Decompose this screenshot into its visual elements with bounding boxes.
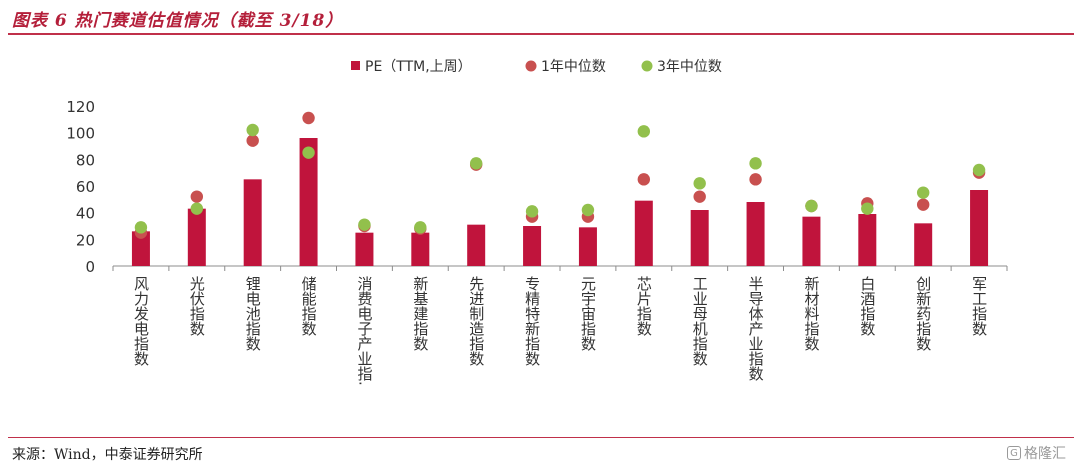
legend: PE（TTM,上周） 1年中位数 3年中位数 <box>351 59 722 75</box>
pe-bar <box>746 202 765 266</box>
median-3y-dot <box>861 202 874 215</box>
category-label: 白酒指数 <box>858 276 876 336</box>
category-label: 新材料指数 <box>802 276 820 351</box>
median-3y-dot <box>693 177 706 190</box>
y-tick-label: 60 <box>76 178 95 196</box>
y-tick-label: 0 <box>85 258 95 276</box>
median-dots <box>134 111 986 239</box>
median-3y-dot <box>525 205 539 218</box>
pe-bar <box>355 232 374 266</box>
pe-bar <box>131 231 150 266</box>
category-label: 军工指数 <box>970 276 988 336</box>
watermark: G 格隆汇 <box>1007 443 1066 463</box>
pe-bar <box>299 138 318 266</box>
median-3y-dot <box>302 146 315 159</box>
category-label: 储能指数 <box>300 276 318 336</box>
pe-bar <box>523 226 542 266</box>
median-3y-dot <box>805 199 818 213</box>
header-rule <box>8 33 1074 35</box>
median-3y-dot <box>190 202 204 215</box>
pe-bar <box>914 223 933 266</box>
median-3y-dot <box>414 221 427 234</box>
median-3y-dot <box>246 123 259 137</box>
x-axis <box>112 265 1008 271</box>
pe-bar <box>802 216 821 266</box>
median-3y-dot <box>358 218 371 231</box>
y-tick-label: 20 <box>76 231 95 249</box>
legend-swatch <box>525 60 537 72</box>
category-label: 芯片指数 <box>635 276 653 336</box>
pe-bar <box>187 208 206 266</box>
y-tick-label: 100 <box>66 125 95 143</box>
category-label: 创新药指数 <box>914 276 932 351</box>
legend-item-1y: 1年中位数 <box>525 59 606 75</box>
median-1y-dot <box>302 111 315 125</box>
legend-label: 3年中位数 <box>657 59 722 75</box>
category-label: 风力发电指数 <box>132 276 150 366</box>
median-1y-dot <box>246 134 259 147</box>
legend-swatch <box>351 61 360 70</box>
y-tick-label: 120 <box>66 98 95 116</box>
category-labels: 风力发电指数 光伏指数 锂电池指数 储能指数 消费电子产业指. 新基建指数 先进制造指数 专精… <box>132 276 988 386</box>
category-label: 半导体产业指数 <box>747 276 765 381</box>
pe-bar <box>243 179 262 266</box>
median-1y-dot <box>637 173 651 186</box>
legend-swatch <box>641 60 653 72</box>
pe-bar <box>634 200 653 266</box>
median-3y-dot <box>134 221 148 234</box>
category-label: 元宇宙指数 <box>579 276 597 351</box>
median-3y-dot <box>749 157 762 170</box>
y-axis: 0 20 40 60 80 100 120 <box>66 98 95 276</box>
median-1y-dot <box>190 190 204 203</box>
category-label: 工业母机指数 <box>691 276 709 366</box>
legend-item-pe: PE（TTM,上周） <box>351 59 472 75</box>
median-1y-dot <box>916 198 930 211</box>
source-note: 来源：Wind，中泰证券研究所 <box>12 447 203 463</box>
legend-item-3y: 3年中位数 <box>641 59 722 75</box>
median-1y-dot <box>749 173 762 186</box>
watermark-text: 格隆汇 <box>1024 446 1066 462</box>
category-label: 光伏指数 <box>188 276 206 336</box>
chart: PE（TTM,上周） 1年中位数 3年中位数 0 20 40 60 80 100 120 风力发… <box>66 59 1008 386</box>
median-1y-dot <box>693 190 706 203</box>
category-label: 锂电池指数 <box>244 276 262 351</box>
footer-rule <box>8 437 1074 438</box>
pe-bar <box>467 224 486 266</box>
legend-label: PE（TTM,上周） <box>365 59 472 75</box>
legend-label: 1年中位数 <box>541 59 606 75</box>
pe-bar <box>578 227 597 266</box>
pe-bar <box>411 232 430 266</box>
watermark-logo-icon: G <box>1007 446 1021 460</box>
y-tick-label: 80 <box>76 151 95 169</box>
pe-bars <box>131 138 989 266</box>
pe-bar <box>970 190 989 266</box>
category-label: 消费电子产业指. <box>355 276 373 386</box>
y-tick-label: 40 <box>76 205 95 223</box>
category-label: 先进制造指数 <box>467 276 485 366</box>
chart-title: 图表 6 热门赛道估值情况（截至 3/18） <box>12 11 344 31</box>
median-3y-dot <box>916 186 930 199</box>
pe-bar <box>858 214 877 266</box>
median-3y-dot <box>637 125 651 138</box>
pe-bar <box>690 210 709 266</box>
median-3y-dot <box>972 163 986 177</box>
median-3y-dot <box>469 157 483 170</box>
category-label: 新基建指数 <box>411 276 429 351</box>
median-3y-dot <box>581 203 595 217</box>
category-label: 专精特新指数 <box>523 276 541 366</box>
